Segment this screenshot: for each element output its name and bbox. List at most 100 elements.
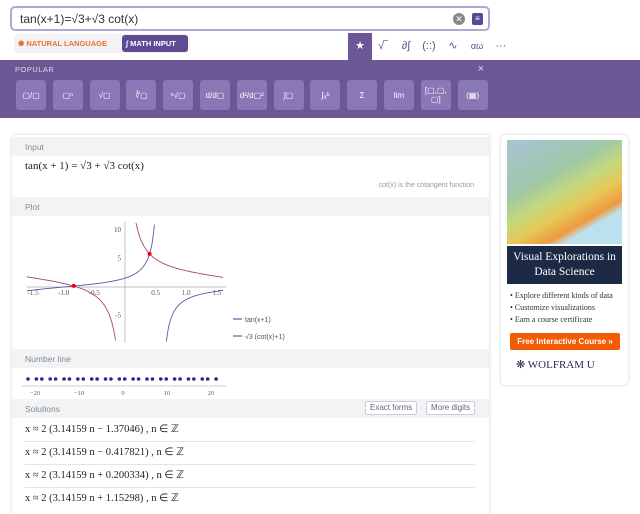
map-image bbox=[507, 140, 622, 244]
wolfram-u-logo: ❋ WOLFRAM U bbox=[516, 359, 595, 371]
solution-row: x ≈ 2 (3.14159 n + 0.200334) , n ∈ ℤ bbox=[25, 465, 475, 488]
ad-bullet: • Customize visualizations bbox=[510, 303, 596, 312]
y-tick-label: 10 bbox=[114, 226, 122, 234]
solution-dot bbox=[200, 377, 205, 381]
number-line-tick: −20 bbox=[30, 390, 40, 397]
solution-dot bbox=[95, 377, 99, 381]
math-input-label: MATH INPUT bbox=[130, 39, 176, 48]
number-line-tick: 10 bbox=[164, 390, 171, 397]
solution-row: x ≈ 2 (3.14159 n − 0.417821) , n ∈ ℤ bbox=[25, 442, 475, 465]
solution-dot bbox=[145, 377, 149, 381]
plot-chart: -1.5 -1.0 -0.5 0.5 1.0 1.5 10 5 -5 tan(x+1) √3 (co… bbox=[26, 221, 285, 343]
ad-bullet: • Earn a course certificate bbox=[510, 315, 593, 324]
solution-dot bbox=[26, 377, 30, 381]
palette-button[interactable]: (▦) bbox=[457, 80, 488, 110]
solution-dot bbox=[131, 377, 135, 381]
input-note: cot(x) is the cotangent function bbox=[378, 182, 474, 189]
y-tick-label: -5 bbox=[115, 312, 121, 320]
intersection-point bbox=[71, 283, 76, 288]
integral-icon: ∫ bbox=[126, 39, 129, 48]
palette-button[interactable]: √▢ bbox=[89, 80, 120, 110]
tab-matrix-icon[interactable]: (::) bbox=[422, 40, 436, 52]
palette-button[interactable]: ▢/▢ bbox=[16, 80, 46, 110]
solution-dot bbox=[158, 377, 163, 381]
natural-language-button[interactable]: ✺ NATURAL LANGUAGE bbox=[18, 39, 107, 48]
palette-button[interactable]: d²/d▢² bbox=[236, 80, 267, 110]
palette-title: POPULAR bbox=[15, 65, 55, 74]
solutions-pod-title: Solutions Exact forms More digits bbox=[12, 399, 489, 418]
solution-dot bbox=[214, 377, 218, 381]
x-tick-label: -1.5 bbox=[28, 289, 40, 297]
legend-label: tan(x+1) bbox=[245, 317, 271, 324]
number-line-tick: 0 bbox=[121, 390, 124, 397]
y-tick-label: 5 bbox=[118, 255, 122, 263]
input-pod-title: Input bbox=[12, 137, 489, 156]
math-input-button[interactable]: ∫ MATH INPUT bbox=[122, 35, 188, 52]
solution-dot bbox=[40, 377, 44, 381]
solution-dot bbox=[122, 377, 127, 381]
natural-language-label: NATURAL LANGUAGE bbox=[26, 39, 107, 48]
ad-bullet: • Explore different kinds of data bbox=[510, 291, 613, 300]
menu-icon[interactable]: ≡ bbox=[472, 13, 483, 25]
palette-button[interactable]: ▢ⁿ bbox=[52, 80, 83, 110]
free-course-button[interactable]: Free Interactive Course » bbox=[510, 333, 620, 350]
solution-dot bbox=[172, 377, 177, 381]
wolfram-logo-icon: ❋ bbox=[516, 359, 526, 371]
solution-dot bbox=[48, 377, 53, 381]
solution-dot bbox=[62, 377, 66, 381]
tab-wave-icon[interactable]: ∿ bbox=[448, 40, 458, 52]
palette-button[interactable]: ⁿ√▢ bbox=[163, 80, 194, 110]
solution-dot bbox=[192, 377, 196, 381]
clear-icon[interactable]: ✕ bbox=[453, 13, 465, 25]
solution-dot bbox=[150, 377, 155, 381]
ad-title: Visual Explorations in Data Science bbox=[507, 246, 622, 284]
tab-more-icon[interactable]: ··· bbox=[495, 40, 507, 52]
solution-dot bbox=[136, 377, 141, 381]
x-tick-label: -1.0 bbox=[58, 289, 70, 297]
plot-pod-title: Plot bbox=[12, 197, 489, 216]
number-line-chart: −20 −10 0 10 20 bbox=[21, 377, 227, 397]
solution-dot bbox=[186, 377, 191, 381]
exact-forms-button[interactable]: Exact forms bbox=[365, 401, 418, 415]
tab-star-icon[interactable]: ★ bbox=[348, 33, 372, 60]
tan-series-line bbox=[165, 289, 224, 342]
cot-series-line bbox=[26, 276, 116, 341]
x-tick-label: 0.5 bbox=[151, 289, 160, 297]
x-tick-label: 1.0 bbox=[182, 289, 191, 297]
solution-dot bbox=[117, 377, 122, 381]
solution-dot bbox=[76, 377, 80, 381]
solution-dot bbox=[34, 377, 39, 381]
palette-button[interactable]: Σ bbox=[347, 80, 378, 110]
solution-row: x ≈ 2 (3.14159 n + 1.15298) , n ∈ ℤ bbox=[25, 493, 179, 504]
solution-dot bbox=[103, 377, 108, 381]
wolfram-u-ad[interactable]: Visual Explorations in Data Science • Ex… bbox=[501, 135, 628, 385]
solutions-title: Solutions bbox=[25, 404, 60, 414]
palette-button[interactable]: d/d▢ bbox=[200, 80, 230, 110]
palette-button[interactable]: ∫ₐᵇ bbox=[310, 80, 341, 110]
x-tick-label: -0.5 bbox=[89, 289, 101, 297]
intersection-point bbox=[147, 251, 152, 256]
palette-button[interactable]: ∛▢ bbox=[126, 80, 157, 110]
sun-icon: ✺ bbox=[18, 39, 25, 48]
tab-calculus-icon[interactable]: ∂∫ bbox=[401, 40, 411, 52]
palette-button[interactable]: ∫▢ bbox=[273, 80, 304, 110]
search-box[interactable]: ✕ ≡ bbox=[10, 6, 490, 31]
legend-label: √3 (cot(x)+1) bbox=[245, 333, 285, 341]
palette-button[interactable]: [▢,▢,▢] bbox=[420, 80, 451, 110]
solution-row: x ≈ 2 (3.14159 n − 1.37046) , n ∈ ℤ bbox=[25, 419, 475, 442]
tab-greek-icon[interactable]: αω bbox=[470, 41, 484, 51]
input-expression: tan(x + 1) = √3 + √3 cot(x) bbox=[25, 160, 144, 172]
close-icon[interactable]: × bbox=[477, 63, 484, 75]
solution-dot bbox=[81, 377, 86, 381]
results-card: Input tan(x + 1) = √3 + √3 cot(x) cot(x)… bbox=[12, 135, 489, 514]
search-input[interactable] bbox=[20, 12, 440, 26]
number-line-tick: −10 bbox=[74, 390, 84, 397]
palette-button[interactable]: lim bbox=[384, 80, 414, 110]
number-line-tick: 20 bbox=[208, 390, 215, 397]
more-digits-button[interactable]: More digits bbox=[426, 401, 476, 415]
tab-sqrt-icon[interactable]: √‾ bbox=[378, 40, 388, 52]
numberline-pod-title: Number line bbox=[12, 349, 489, 368]
tan-series-line bbox=[26, 224, 155, 292]
solution-dot bbox=[178, 377, 182, 381]
